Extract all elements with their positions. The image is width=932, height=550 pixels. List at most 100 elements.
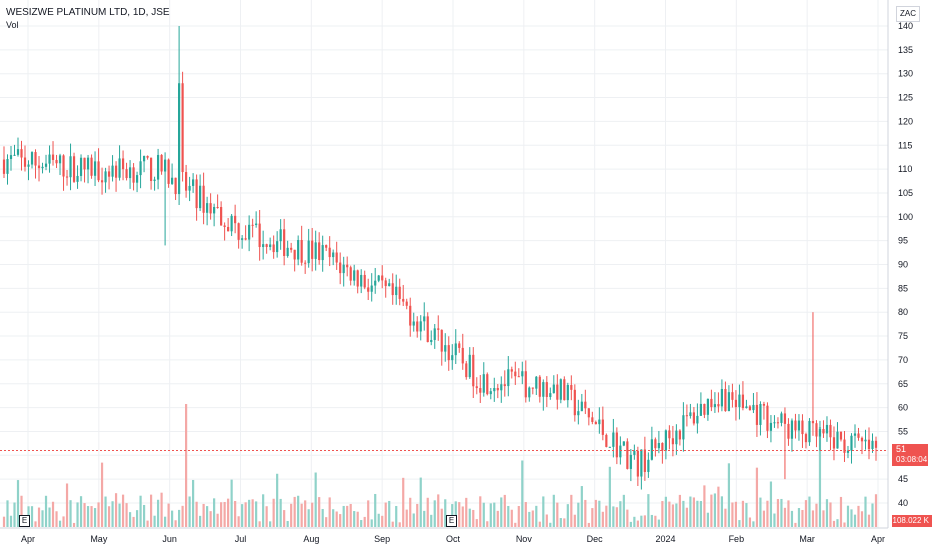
volume-bars <box>2 404 878 527</box>
volume-bar <box>720 496 724 527</box>
time-tick-label: Aug <box>303 534 319 544</box>
candle-body <box>444 345 447 352</box>
volume-bar <box>685 507 688 527</box>
candle-body <box>762 404 766 406</box>
volume-bar <box>128 512 132 527</box>
volume-bar <box>766 500 769 527</box>
candle-body <box>234 215 237 224</box>
price-tick-label: 105 <box>898 188 913 198</box>
volume-bar <box>468 508 471 527</box>
volume-bar <box>622 494 625 527</box>
candle-body <box>738 394 741 408</box>
candle-body <box>104 171 107 183</box>
candle-body <box>475 386 478 389</box>
candle-body <box>437 328 440 330</box>
volume-bar <box>829 502 832 527</box>
volume-indicator-label[interactable]: Vol <box>6 20 19 30</box>
volume-bar <box>654 515 657 527</box>
candle-body <box>528 387 531 398</box>
volume-bar <box>444 499 447 527</box>
candle-body <box>76 175 79 182</box>
earnings-event-marker[interactable]: E <box>446 515 457 527</box>
volume-bar <box>409 497 412 527</box>
candle-body <box>107 171 111 177</box>
candle-body <box>213 206 216 214</box>
candle-body <box>822 429 825 434</box>
volume-bar <box>678 494 681 527</box>
price-tick-label: 110 <box>898 164 912 174</box>
volume-bar <box>822 510 825 527</box>
volume-bar <box>51 501 55 527</box>
candle-body <box>538 376 541 397</box>
candle-body <box>192 179 195 186</box>
candle-body <box>328 247 331 258</box>
candle-body <box>510 369 513 372</box>
volume-bar <box>853 514 857 527</box>
candle-body <box>48 154 51 164</box>
candle-body <box>174 177 177 195</box>
volume-bar <box>696 500 699 527</box>
candle-body <box>412 321 415 326</box>
volume-bar <box>643 515 646 527</box>
volume-bar <box>6 500 9 527</box>
volume-bar <box>783 507 787 527</box>
candle-body <box>759 404 762 425</box>
volume-bar <box>370 519 373 527</box>
candle-body <box>304 262 307 264</box>
volume-bar <box>97 502 100 527</box>
candle-body <box>114 165 118 178</box>
volume-bar <box>311 502 314 527</box>
candle-body <box>405 301 408 306</box>
price-tick-label: 85 <box>898 283 908 293</box>
volume-bar <box>587 522 590 527</box>
volume-bar <box>160 492 163 527</box>
time-tick-label: Mar <box>799 534 815 544</box>
candle-body <box>244 238 247 240</box>
candle-body <box>489 391 492 395</box>
volume-bar <box>580 486 583 527</box>
candle-body <box>199 185 202 209</box>
volume-bar <box>93 508 97 527</box>
volume-bar <box>619 501 622 527</box>
candle-body <box>671 438 674 445</box>
candle-body <box>780 413 783 423</box>
volume-bar <box>174 520 177 527</box>
symbol-title[interactable]: WESIZWE PLATINUM LTD, 1D, JSE <box>6 7 170 18</box>
volume-bar <box>76 502 79 527</box>
candle-body <box>86 157 90 170</box>
volume-bar <box>262 494 265 527</box>
candle-body <box>118 158 121 178</box>
volume-bar <box>156 499 160 527</box>
volume-bar <box>206 506 209 527</box>
volume-bar <box>367 500 370 527</box>
volume-bar <box>465 497 468 527</box>
volume-bar <box>552 494 555 527</box>
candle-body <box>724 389 727 412</box>
candle-body <box>79 157 83 176</box>
time-tick-label: May <box>90 534 108 544</box>
candle-body <box>269 244 272 248</box>
earnings-event-marker[interactable]: E <box>19 515 30 527</box>
volume-bar <box>874 494 878 527</box>
currency-button[interactable]: ZAC <box>896 6 920 22</box>
volume-bar <box>339 514 342 527</box>
volume-bar <box>706 512 710 527</box>
candle-body <box>132 167 135 183</box>
candle-body <box>423 316 426 322</box>
volume-bar <box>549 522 552 527</box>
last-price-badge: 51 03:08:04 <box>892 444 928 466</box>
volume-bar <box>762 510 766 527</box>
price-tick-label: 65 <box>898 379 908 389</box>
volume-bar <box>111 501 114 527</box>
candle-body <box>97 161 100 181</box>
volume-bar <box>290 503 293 527</box>
volume-bar <box>818 427 822 527</box>
candle-body <box>258 223 261 248</box>
candle-body <box>377 275 380 281</box>
candle-body <box>839 431 843 440</box>
volume-bar <box>496 510 499 527</box>
volume-bar <box>195 501 198 527</box>
candle-body <box>125 169 128 179</box>
candle-body <box>62 155 65 177</box>
volume-bar <box>423 510 426 527</box>
